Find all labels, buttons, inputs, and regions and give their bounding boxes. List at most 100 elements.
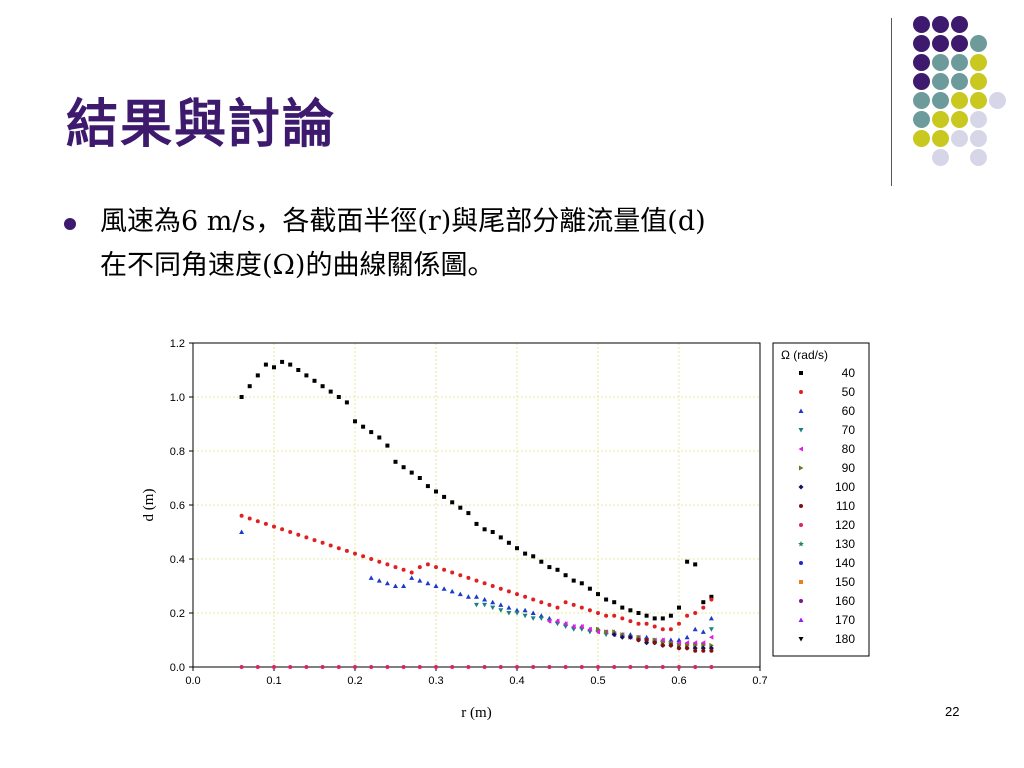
- data-point: [393, 565, 398, 570]
- data-point: [353, 551, 357, 556]
- decorative-dot-grid: [900, 10, 1020, 170]
- data-point: [571, 578, 576, 583]
- decor-dot: [970, 149, 987, 166]
- data-point: [547, 565, 552, 570]
- data-point: [644, 621, 649, 626]
- data-point: [644, 638, 649, 642]
- decor-dot: [932, 130, 949, 147]
- data-point: [587, 586, 592, 591]
- legend-marker-170: [798, 617, 804, 622]
- data-point: [441, 586, 447, 591]
- data-point: [692, 640, 698, 646]
- data-point: [344, 400, 349, 405]
- data-point: [563, 665, 568, 669]
- data-point: [474, 521, 479, 526]
- data-point: [482, 602, 488, 608]
- decor-dot: [951, 92, 968, 109]
- data-point: [409, 575, 415, 580]
- data-point: [393, 459, 398, 464]
- decor-dot: [932, 73, 949, 90]
- data-point: [385, 562, 390, 567]
- data-point: [596, 665, 600, 669]
- legend-marker-70: [798, 428, 804, 433]
- bullet-icon: [64, 218, 76, 230]
- data-point: [546, 618, 552, 624]
- data-point: [409, 470, 414, 475]
- data-point: [288, 362, 293, 367]
- data-point: [587, 608, 592, 613]
- data-point: [482, 527, 487, 532]
- data-point: [239, 529, 245, 534]
- data-point: [701, 605, 706, 610]
- data-point: [555, 567, 560, 572]
- data-point: [555, 605, 560, 610]
- legend-label-100: 100: [835, 480, 855, 494]
- data-point: [506, 589, 511, 594]
- data-point: [482, 581, 487, 586]
- data-point: [652, 624, 657, 629]
- data-point: [239, 513, 244, 518]
- legend-marker-50: [799, 390, 803, 394]
- data-point: [498, 586, 503, 591]
- data-point: [563, 573, 568, 578]
- x-tick-label: 0.5: [590, 675, 605, 687]
- data-point: [636, 611, 641, 615]
- decor-dot: [970, 111, 987, 128]
- decor-dot: [951, 111, 968, 128]
- data-point: [369, 665, 374, 669]
- data-point: [361, 424, 366, 429]
- data-point: [700, 629, 706, 634]
- legend-marker-140: [799, 561, 803, 565]
- y-tick-label: 0.0: [170, 662, 185, 674]
- decor-dot: [913, 16, 930, 33]
- data-point: [685, 646, 690, 651]
- data-point: [693, 665, 698, 669]
- legend-marker-80: [798, 446, 803, 452]
- data-point: [474, 594, 479, 599]
- data-point: [709, 648, 714, 653]
- decor-dot: [970, 73, 987, 90]
- data-point: [385, 443, 390, 448]
- data-point: [636, 638, 641, 642]
- decor-dot: [932, 111, 949, 128]
- legend-label-90: 90: [842, 461, 856, 475]
- data-point: [612, 613, 617, 618]
- legend-marker-180: [798, 637, 804, 642]
- data-point: [255, 519, 260, 524]
- data-point: [490, 584, 495, 588]
- data-point: [490, 599, 496, 605]
- data-point: [579, 624, 584, 629]
- legend-label-80: 80: [842, 442, 856, 456]
- data-point: [684, 634, 690, 640]
- data-point: [304, 535, 309, 540]
- data-point: [304, 373, 309, 378]
- x-tick-label: 0.3: [428, 675, 443, 687]
- legend-label-130: 130: [835, 537, 855, 551]
- decor-dot: [932, 54, 949, 71]
- x-axis-label: r (m): [461, 705, 491, 721]
- y-axis-label: d (m): [141, 489, 157, 522]
- data-point: [709, 597, 714, 602]
- decor-dot: [951, 54, 968, 71]
- data-point: [442, 494, 447, 499]
- data-point: [344, 548, 349, 553]
- x-tick-label: 0.4: [509, 675, 524, 687]
- data-point: [563, 621, 568, 627]
- data-point: [523, 551, 528, 556]
- data-point: [660, 637, 665, 643]
- data-point: [587, 626, 592, 632]
- decor-dot: [913, 73, 930, 90]
- data-point: [685, 559, 690, 564]
- x-tick-label: 0.6: [671, 675, 686, 687]
- decor-dot: [951, 16, 968, 33]
- data-point: [677, 646, 681, 651]
- data-point: [515, 665, 519, 669]
- data-point: [280, 359, 285, 364]
- series-110: [636, 638, 714, 653]
- data-point: [522, 613, 528, 619]
- legend-label-180: 180: [835, 632, 855, 646]
- data-point: [652, 640, 657, 645]
- data-point: [676, 640, 681, 646]
- legend-marker-160: [799, 599, 803, 603]
- data-point: [604, 629, 609, 635]
